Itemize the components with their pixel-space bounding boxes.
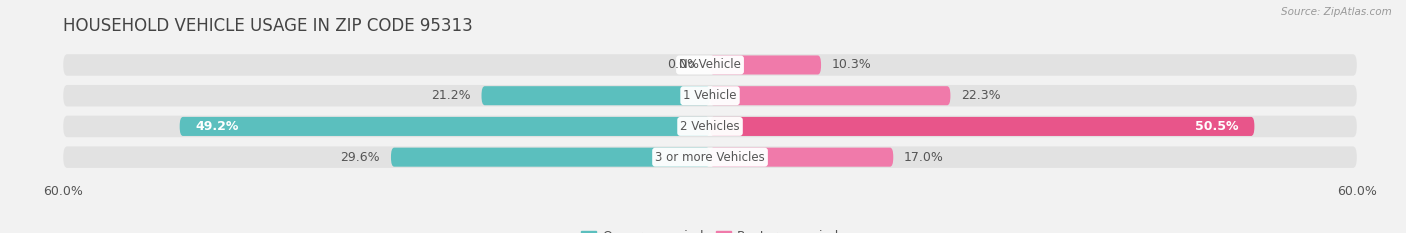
FancyBboxPatch shape [63, 54, 1357, 76]
FancyBboxPatch shape [481, 86, 710, 105]
Text: Source: ZipAtlas.com: Source: ZipAtlas.com [1281, 7, 1392, 17]
FancyBboxPatch shape [63, 146, 1357, 168]
FancyBboxPatch shape [710, 117, 1254, 136]
FancyBboxPatch shape [63, 116, 1357, 137]
FancyBboxPatch shape [63, 85, 1357, 106]
FancyBboxPatch shape [391, 148, 710, 167]
Text: 49.2%: 49.2% [195, 120, 239, 133]
Text: 0.0%: 0.0% [668, 58, 699, 72]
Text: HOUSEHOLD VEHICLE USAGE IN ZIP CODE 95313: HOUSEHOLD VEHICLE USAGE IN ZIP CODE 9531… [63, 17, 472, 35]
Text: 29.6%: 29.6% [340, 151, 380, 164]
Text: 50.5%: 50.5% [1195, 120, 1239, 133]
Legend: Owner-occupied, Renter-occupied: Owner-occupied, Renter-occupied [575, 225, 845, 233]
Text: 3 or more Vehicles: 3 or more Vehicles [655, 151, 765, 164]
FancyBboxPatch shape [180, 117, 710, 136]
Text: 2 Vehicles: 2 Vehicles [681, 120, 740, 133]
FancyBboxPatch shape [710, 86, 950, 105]
FancyBboxPatch shape [710, 148, 893, 167]
Text: No Vehicle: No Vehicle [679, 58, 741, 72]
FancyBboxPatch shape [710, 55, 821, 75]
Text: 17.0%: 17.0% [904, 151, 943, 164]
Text: 21.2%: 21.2% [432, 89, 471, 102]
Text: 10.3%: 10.3% [832, 58, 872, 72]
Text: 22.3%: 22.3% [962, 89, 1001, 102]
Text: 1 Vehicle: 1 Vehicle [683, 89, 737, 102]
